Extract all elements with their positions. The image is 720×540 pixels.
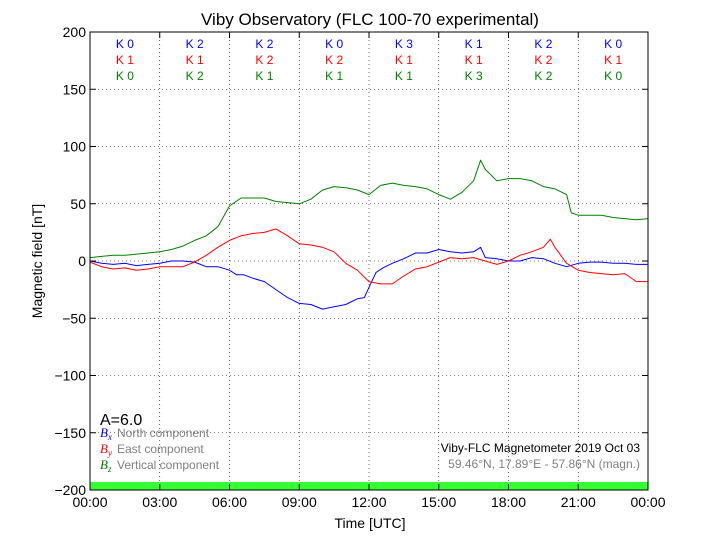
legend-subscript: z bbox=[107, 464, 112, 474]
k-index-vertical: K 1 bbox=[325, 69, 343, 83]
legend-label: Vertical component bbox=[117, 458, 220, 472]
k-index-vertical: K 2 bbox=[534, 69, 552, 83]
y-tick-label: 0 bbox=[78, 253, 86, 269]
k-index-vertical: K 3 bbox=[465, 69, 483, 83]
y-tick-label: −50 bbox=[62, 310, 86, 326]
k-index-table: K 0 K 2 K 2 K 0 K 3 K 1 K 2 K 0 K 1 K 1 K 2 K 2 K 1 K… bbox=[116, 37, 623, 83]
k-index-vertical: K 1 bbox=[255, 69, 273, 83]
k-index-east: K 1 bbox=[604, 53, 622, 67]
k-index-east: K 2 bbox=[325, 53, 343, 67]
k-index-east: K 1 bbox=[186, 53, 204, 67]
y-tick-label: 200 bbox=[63, 24, 87, 40]
y-tick-label: −150 bbox=[54, 425, 86, 441]
k-index-north: K 0 bbox=[604, 37, 622, 51]
legend-subscript: x bbox=[107, 432, 112, 442]
legend-subscript: y bbox=[107, 448, 112, 458]
k-index-east: K 1 bbox=[116, 53, 134, 67]
station-coordinates: 59.46°N, 17.89°E - 57.86°N (magn.) bbox=[448, 457, 640, 471]
y-tick-label: −100 bbox=[54, 368, 86, 384]
chart-title: Viby Observatory (FLC 100-70 experimenta… bbox=[201, 10, 539, 29]
k-index-vertical: K 1 bbox=[395, 69, 413, 83]
x-tick-label: 12:00 bbox=[351, 494, 386, 510]
series-line-x bbox=[89, 246, 648, 310]
k-index-north: K 3 bbox=[395, 37, 413, 51]
k-index-north: K 2 bbox=[534, 37, 552, 51]
k-index-east: K 1 bbox=[465, 53, 483, 67]
series-line-y bbox=[89, 228, 648, 285]
k-index-east: K 1 bbox=[395, 53, 413, 67]
y-tick-label: 50 bbox=[70, 196, 86, 212]
tick-layer: 00:00 03:00 06:00 09:00 12:00 15:00 18:00 21:00… bbox=[54, 24, 665, 510]
x-tick-label: 18:00 bbox=[491, 494, 526, 510]
k-index-north: K 0 bbox=[116, 37, 134, 51]
k-index-vertical: K 2 bbox=[186, 69, 204, 83]
k-index-vertical: K 0 bbox=[116, 69, 134, 83]
k-index-vertical: K 0 bbox=[604, 69, 622, 83]
x-tick-label: 00:00 bbox=[72, 494, 107, 510]
legend-symbol: B bbox=[100, 457, 108, 472]
a-index-annotation: A=6.0 bbox=[100, 412, 142, 429]
x-axis-label: Time [UTC] bbox=[334, 515, 405, 531]
legend-symbol: B bbox=[100, 425, 108, 440]
y-axis-label: Magnetic field [nT] bbox=[29, 204, 45, 318]
k-index-north: K 2 bbox=[255, 37, 273, 51]
k-index-east: K 2 bbox=[534, 53, 552, 67]
magnetometer-info: Viby-FLC Magnetometer 2019 Oct 03 bbox=[441, 441, 641, 455]
y-tick-label: 150 bbox=[63, 81, 87, 97]
series-line-z bbox=[89, 159, 649, 259]
x-tick-label: 06:00 bbox=[212, 494, 247, 510]
k-index-north: K 0 bbox=[325, 37, 343, 51]
x-tick-label: 21:00 bbox=[561, 494, 596, 510]
x-tick-label: 15:00 bbox=[421, 494, 456, 510]
legend-symbol: B bbox=[100, 441, 108, 456]
k-index-east: K 2 bbox=[255, 53, 273, 67]
k-index-north: K 1 bbox=[465, 37, 483, 51]
series-layer bbox=[89, 159, 649, 310]
legend-label: East component bbox=[117, 442, 204, 456]
x-tick-label: 09:00 bbox=[282, 494, 317, 510]
x-tick-label: 03:00 bbox=[142, 494, 177, 510]
y-tick-label: −200 bbox=[54, 482, 86, 498]
y-tick-label: 100 bbox=[63, 139, 87, 155]
x-tick-label: 00:00 bbox=[630, 494, 665, 510]
legend-label: North component bbox=[117, 426, 210, 440]
k-index-north: K 2 bbox=[186, 37, 204, 51]
